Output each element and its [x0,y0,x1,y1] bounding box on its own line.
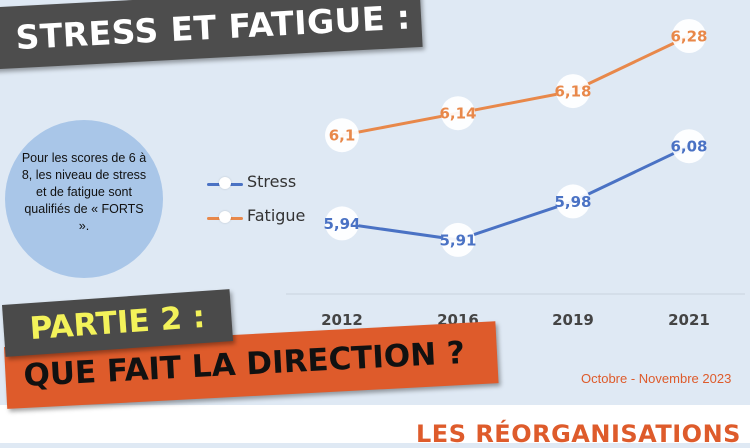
data-label-fatigue: 6,14 [439,105,476,123]
data-point-stress [325,206,359,241]
info-circle: Pour les scores de 6 à 8, les niveau de … [5,120,163,278]
data-label-fatigue: 6,18 [554,83,591,101]
series-line-stress [341,144,690,242]
data-point-stress [441,222,475,257]
data-point-stress [672,129,706,164]
bottom-strip [0,405,750,443]
partie-label: PARTIE 2 : [28,298,207,348]
data-label-fatigue: 6,28 [670,28,707,46]
next-section-heading: LES RÉORGANISATIONS [416,420,741,448]
data-label-stress: 6,08 [670,138,707,156]
date-note: Octobre - Novembre 2023 [581,371,732,386]
legend-marker-stress [219,177,231,189]
x-tick-label: 2012 [321,311,363,329]
data-label-stress: 5,98 [554,193,591,211]
x-tick-label: 2021 [668,311,710,329]
legend-label-stress: Stress [247,172,297,191]
data-point-fatigue [556,74,590,109]
info-text: Pour les scores de 6 à 8, les niveau de … [21,151,147,233]
data-point-fatigue [672,19,706,53]
data-label-fatigue: 6,1 [329,127,356,145]
data-point-stress [556,184,590,219]
legend-marker-fatigue [219,211,231,223]
legend-label-fatigue: Fatigue [247,206,306,225]
page-title: STRESS ET FATIGUE : [14,0,412,58]
data-point-fatigue [325,118,359,153]
x-tick-label: 2019 [552,311,594,329]
series-line-fatigue [341,34,690,137]
data-label-stress: 5,91 [439,231,476,249]
data-label-stress: 5,94 [323,215,360,233]
data-point-fatigue [441,96,475,131]
